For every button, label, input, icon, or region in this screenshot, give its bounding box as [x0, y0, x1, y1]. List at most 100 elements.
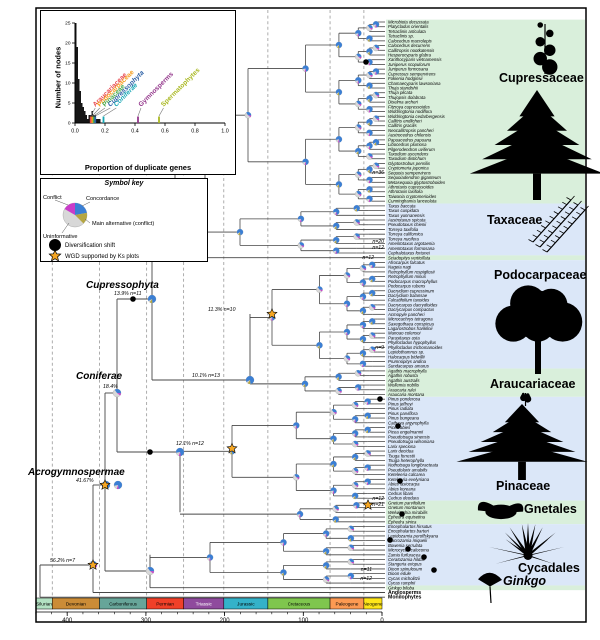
diversification-shift-dot — [130, 296, 136, 302]
x-tick-label: 1.0 — [221, 129, 229, 135]
foliage — [542, 59, 558, 75]
tip-label: Gnetum parvifolium — [388, 500, 426, 505]
node-pie — [359, 307, 367, 315]
pie-slice — [367, 122, 370, 126]
needle — [557, 206, 563, 210]
node-pie — [280, 539, 287, 546]
pie-slice — [337, 184, 340, 188]
node-pie — [335, 181, 343, 188]
diversification-shift-dot — [405, 546, 411, 552]
tip-label: Cycas micholitzii — [388, 576, 421, 581]
pie-slice — [362, 268, 367, 271]
pie-slice — [352, 416, 359, 423]
node-pie — [145, 566, 155, 576]
pie-slice — [280, 569, 287, 576]
tip-label: Stangeria eriopus — [388, 562, 423, 567]
pie-slice — [335, 136, 343, 143]
needle — [553, 211, 559, 215]
pie-slice — [271, 317, 273, 321]
histogram-inset: Number of nodes 0.0 0.2 0.4 0.6 0.8 1.0 0 5 10 15… — [40, 10, 236, 175]
foliage — [535, 37, 545, 47]
frond — [526, 539, 549, 556]
histogram-bar — [78, 79, 80, 123]
node-pie — [364, 426, 371, 434]
tip-label: Cycas rumphii — [388, 581, 416, 586]
leaf — [477, 501, 505, 514]
frond — [521, 524, 530, 556]
node-pie — [359, 349, 367, 357]
pie-slice — [362, 296, 364, 300]
tip-label: Agathis robusta — [387, 373, 418, 378]
tip-label: Austrocedrus chilensis — [387, 133, 432, 138]
node-pie — [332, 505, 339, 513]
y-tick-label: 25 — [65, 21, 71, 27]
pie-slice — [372, 21, 380, 28]
histogram-bar — [76, 47, 78, 123]
tip-label: Glyptostrobus pensilis — [388, 161, 431, 166]
node-pie — [113, 480, 123, 490]
pie-slice — [355, 505, 357, 509]
needle — [577, 200, 582, 206]
node-pie — [335, 136, 343, 143]
period-label: Silurian — [36, 602, 52, 608]
tip-label: Lepidozamia peroffskyana — [388, 533, 439, 538]
period-label: Triassic — [196, 602, 213, 608]
pie-slice — [366, 401, 369, 405]
node-pie — [372, 68, 380, 75]
marker-leader — [90, 107, 96, 117]
pie-slice — [357, 33, 359, 37]
node-pie — [366, 195, 373, 203]
tip-label: Prumnopitys andina — [388, 359, 427, 364]
pie-slice — [355, 443, 359, 446]
pie-slice — [353, 440, 359, 445]
tip-label: Acmopyle pancheri — [387, 312, 426, 317]
pie-slice — [149, 299, 153, 303]
tip-label: Hesperocyparis glabra — [388, 53, 432, 58]
pie-slice — [293, 422, 300, 429]
tip-label: Nageia nagi — [388, 265, 412, 270]
outgroup-label: Angiosperms — [388, 590, 421, 596]
pie-slice — [230, 451, 233, 455]
pie-slice — [353, 482, 359, 486]
pie-slice — [372, 139, 380, 146]
node-pie — [355, 147, 362, 155]
pie-slice — [370, 321, 373, 325]
time-tick-label: 0 — [380, 618, 384, 624]
pie-slice — [335, 508, 339, 511]
family-label-cycadales: Cycadales — [518, 561, 580, 575]
yew-silhouette — [528, 195, 589, 253]
conifer-layer — [482, 132, 592, 160]
histogram-bar — [81, 103, 83, 123]
node-annotation: 10.1% n=13 — [192, 373, 220, 379]
pie-slice — [368, 198, 371, 202]
pie-slice — [376, 118, 380, 121]
tip-label: Athrotaxis cupressoides — [387, 185, 434, 190]
needle — [563, 225, 569, 230]
tip-label: Saxegothaea conspicua — [388, 321, 434, 326]
tip-label: Cunninghamia lanceolata — [388, 199, 437, 204]
pie-slice — [303, 383, 306, 387]
outgroup-label: Monilophytes — [388, 595, 422, 601]
pie-slice — [316, 342, 323, 349]
diversification-shift-dot — [363, 59, 369, 65]
needle — [540, 225, 546, 229]
pie-slice — [356, 53, 362, 58]
pie-slice — [366, 82, 373, 89]
pie-slice — [304, 161, 307, 165]
frond — [526, 555, 554, 564]
cycad-silhouette — [489, 523, 565, 564]
node-pie — [354, 384, 362, 391]
tip-label: Pinus ponderosa — [388, 397, 421, 402]
time-tick-label: 200 — [220, 618, 231, 624]
tip-label: Keteleeria evelyniana — [388, 477, 430, 482]
pie-slice — [333, 519, 336, 523]
pie-slice — [362, 282, 364, 286]
pie-slice — [359, 293, 367, 300]
node-annotation: 56.2% n=7 — [50, 558, 76, 564]
node-pie — [366, 48, 373, 55]
node-pie — [330, 435, 337, 442]
tip-label: Halocarpus bidwillii — [388, 354, 426, 359]
pie-slice — [346, 303, 348, 307]
pie-slice — [372, 335, 376, 338]
diversification-shift-dot — [431, 567, 437, 573]
